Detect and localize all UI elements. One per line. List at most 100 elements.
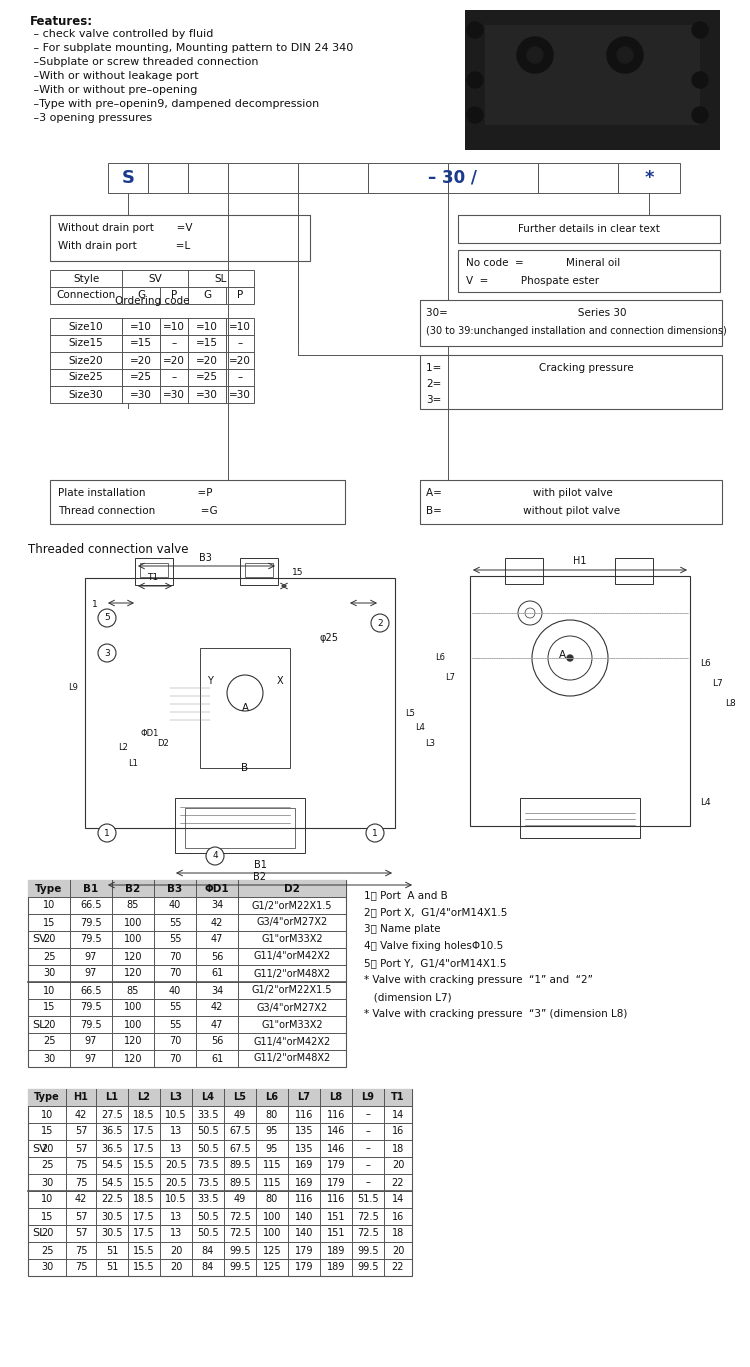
Text: 51: 51 xyxy=(106,1263,118,1273)
Text: 20: 20 xyxy=(43,1020,56,1029)
Text: 70: 70 xyxy=(169,1036,182,1047)
Text: 20.5: 20.5 xyxy=(165,1177,187,1188)
Bar xyxy=(420,299,722,346)
Text: 18: 18 xyxy=(392,1229,404,1239)
Text: 20: 20 xyxy=(392,1245,404,1255)
Bar xyxy=(228,163,298,193)
Text: H1: H1 xyxy=(573,556,586,566)
Text: 100: 100 xyxy=(124,1020,142,1029)
Bar xyxy=(28,1089,412,1275)
Text: 66.5: 66.5 xyxy=(80,901,102,910)
Bar xyxy=(108,163,148,193)
Text: L5: L5 xyxy=(405,708,415,718)
Text: 18: 18 xyxy=(392,1144,404,1154)
Text: 85: 85 xyxy=(127,901,140,910)
Text: 100: 100 xyxy=(124,935,142,945)
Text: 40: 40 xyxy=(169,901,182,910)
Circle shape xyxy=(567,655,573,662)
Circle shape xyxy=(517,37,553,72)
Text: L4: L4 xyxy=(700,798,711,807)
Text: =20: =20 xyxy=(196,355,218,365)
Text: –Subplate or screw threaded connection: –Subplate or screw threaded connection xyxy=(30,57,259,67)
Bar xyxy=(465,10,720,150)
Text: – 30 /: – 30 / xyxy=(428,170,478,187)
Text: Y: Y xyxy=(207,677,213,686)
Text: 25: 25 xyxy=(43,1036,56,1047)
Text: =20: =20 xyxy=(229,355,251,365)
Text: L5: L5 xyxy=(233,1092,247,1103)
Circle shape xyxy=(692,107,708,123)
Text: B1: B1 xyxy=(254,860,266,869)
Text: Type: Type xyxy=(35,883,63,894)
Text: 140: 140 xyxy=(295,1229,314,1239)
Text: =30: =30 xyxy=(229,390,251,399)
Text: 100: 100 xyxy=(124,917,142,927)
Text: G1"orM33X2: G1"orM33X2 xyxy=(261,1020,322,1029)
Text: 189: 189 xyxy=(327,1263,345,1273)
Text: * Valve with cracking pressure  “1” and  “2”: * Valve with cracking pressure “1” and “… xyxy=(364,975,592,986)
Text: Thread connection              =G: Thread connection =G xyxy=(58,506,217,515)
Text: 10: 10 xyxy=(40,1195,53,1204)
Text: 42: 42 xyxy=(75,1110,87,1120)
Text: 99.5: 99.5 xyxy=(230,1263,251,1273)
Text: 79.5: 79.5 xyxy=(80,1020,102,1029)
Text: * Valve with cracking pressure  “3” (dimension L8): * Valve with cracking pressure “3” (dime… xyxy=(364,1009,627,1018)
Text: 1: 1 xyxy=(104,828,110,838)
Text: 80: 80 xyxy=(266,1110,278,1120)
Text: –With or without pre–opening: –With or without pre–opening xyxy=(30,85,197,94)
Text: 51.5: 51.5 xyxy=(357,1195,379,1204)
Text: 15: 15 xyxy=(40,1126,53,1136)
Bar xyxy=(188,163,228,193)
Text: 99.5: 99.5 xyxy=(357,1263,379,1273)
Text: 135: 135 xyxy=(295,1126,314,1136)
Text: 72.5: 72.5 xyxy=(230,1229,251,1239)
Text: 33.5: 33.5 xyxy=(197,1195,219,1204)
Text: 16: 16 xyxy=(392,1126,404,1136)
Text: 80: 80 xyxy=(266,1195,278,1204)
Text: L3: L3 xyxy=(425,738,435,748)
Text: 97: 97 xyxy=(85,1054,98,1064)
Text: =25: =25 xyxy=(130,372,152,383)
Text: 13: 13 xyxy=(170,1144,182,1154)
Bar xyxy=(470,576,690,826)
Text: Threaded connection valve: Threaded connection valve xyxy=(28,543,188,556)
Bar xyxy=(50,271,254,303)
Text: 169: 169 xyxy=(295,1177,314,1188)
Text: *: * xyxy=(644,170,654,187)
Text: 30.5: 30.5 xyxy=(101,1229,123,1239)
Text: 116: 116 xyxy=(295,1195,314,1204)
Text: G: G xyxy=(203,291,211,301)
Text: 30.5: 30.5 xyxy=(101,1211,123,1222)
Text: 2=: 2= xyxy=(426,379,441,390)
Text: SL: SL xyxy=(32,1229,45,1239)
Text: 95: 95 xyxy=(266,1126,278,1136)
Bar xyxy=(520,798,640,838)
Text: –: – xyxy=(365,1177,370,1188)
Text: L1: L1 xyxy=(128,759,138,767)
Text: Plate installation                =P: Plate installation =P xyxy=(58,488,212,498)
Bar xyxy=(505,558,543,584)
Text: 30: 30 xyxy=(43,1054,56,1064)
Text: 47: 47 xyxy=(211,1020,224,1029)
Text: 100: 100 xyxy=(262,1229,281,1239)
Text: G3/4"orM27X2: G3/4"orM27X2 xyxy=(256,1002,328,1013)
Text: T1: T1 xyxy=(148,573,158,582)
Text: 140: 140 xyxy=(295,1211,314,1222)
Text: G1"orM33X2: G1"orM33X2 xyxy=(261,935,322,945)
Circle shape xyxy=(98,824,116,842)
Text: 79.5: 79.5 xyxy=(80,935,102,945)
Text: 15.5: 15.5 xyxy=(134,1161,154,1170)
Text: 34: 34 xyxy=(211,901,224,910)
Text: P: P xyxy=(237,291,243,301)
Text: 73.5: 73.5 xyxy=(197,1161,219,1170)
Text: 151: 151 xyxy=(327,1211,345,1222)
Text: Size10: Size10 xyxy=(69,321,104,332)
Text: 135: 135 xyxy=(295,1144,314,1154)
Text: Style: Style xyxy=(73,273,99,283)
Text: 146: 146 xyxy=(327,1144,345,1154)
Text: 146: 146 xyxy=(327,1126,345,1136)
Bar xyxy=(448,163,538,193)
Text: 20: 20 xyxy=(170,1245,182,1255)
Text: 42: 42 xyxy=(75,1195,87,1204)
Text: SV: SV xyxy=(32,1144,46,1154)
